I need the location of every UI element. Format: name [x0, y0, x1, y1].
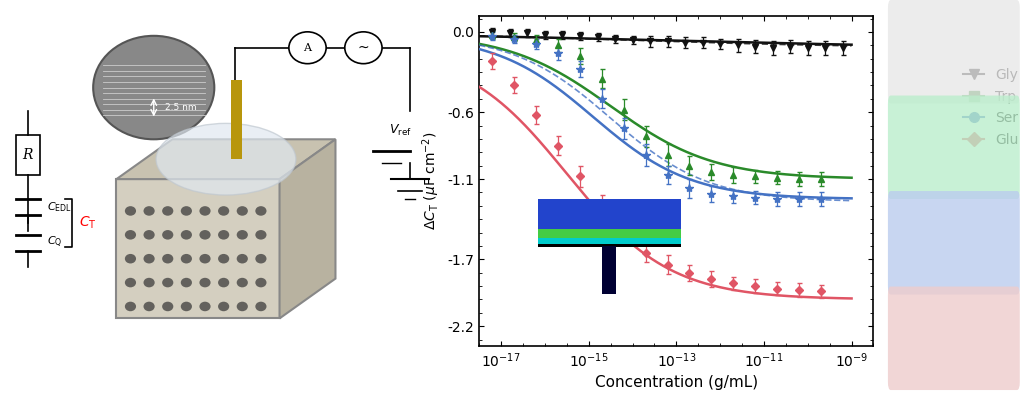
Circle shape — [181, 230, 191, 240]
Circle shape — [218, 278, 229, 287]
Circle shape — [218, 230, 229, 240]
Circle shape — [200, 302, 211, 311]
Bar — [538, 238, 681, 244]
Circle shape — [237, 278, 248, 287]
Circle shape — [181, 302, 191, 311]
Polygon shape — [280, 139, 336, 318]
Circle shape — [125, 206, 136, 216]
Circle shape — [255, 230, 266, 240]
Circle shape — [255, 254, 266, 263]
Polygon shape — [117, 179, 280, 318]
Circle shape — [255, 278, 266, 287]
Circle shape — [237, 302, 248, 311]
Circle shape — [200, 230, 211, 240]
Circle shape — [237, 254, 248, 263]
Circle shape — [143, 278, 155, 287]
Circle shape — [93, 36, 214, 139]
Circle shape — [181, 278, 191, 287]
Circle shape — [162, 302, 173, 311]
Circle shape — [162, 230, 173, 240]
Circle shape — [218, 206, 229, 216]
Circle shape — [125, 278, 136, 287]
Polygon shape — [117, 139, 336, 179]
Circle shape — [125, 230, 136, 240]
Circle shape — [143, 206, 155, 216]
X-axis label: Concentration (g/mL): Concentration (g/mL) — [595, 375, 758, 390]
Bar — [602, 246, 616, 294]
Text: 2.5 nm: 2.5 nm — [166, 103, 197, 112]
Circle shape — [237, 206, 248, 216]
Circle shape — [200, 206, 211, 216]
Circle shape — [162, 254, 173, 263]
Text: $V_{\mathrm{ref}}$: $V_{\mathrm{ref}}$ — [389, 123, 412, 139]
Bar — [538, 244, 681, 247]
Ellipse shape — [156, 123, 296, 195]
Circle shape — [181, 206, 191, 216]
Circle shape — [255, 302, 266, 311]
Circle shape — [181, 254, 191, 263]
Circle shape — [200, 254, 211, 263]
FancyBboxPatch shape — [888, 287, 1020, 390]
Circle shape — [162, 278, 173, 287]
FancyBboxPatch shape — [16, 135, 40, 175]
Circle shape — [255, 206, 266, 216]
FancyBboxPatch shape — [535, 197, 684, 232]
Legend: Gly, Trp, Ser, Glu: Gly, Trp, Ser, Glu — [957, 62, 1024, 152]
Circle shape — [289, 32, 326, 64]
Text: A: A — [303, 43, 311, 53]
Circle shape — [125, 254, 136, 263]
FancyBboxPatch shape — [888, 191, 1020, 295]
Circle shape — [143, 302, 155, 311]
Text: $C_{\mathrm{Q}}$: $C_{\mathrm{Q}}$ — [47, 235, 62, 250]
FancyBboxPatch shape — [888, 96, 1020, 199]
Circle shape — [218, 254, 229, 263]
Text: $C_{\mathrm{T}}$: $C_{\mathrm{T}}$ — [79, 215, 97, 231]
Circle shape — [218, 302, 229, 311]
Text: ~: ~ — [357, 41, 370, 55]
Circle shape — [237, 230, 248, 240]
Text: R: R — [23, 148, 33, 162]
FancyBboxPatch shape — [230, 80, 243, 159]
Circle shape — [143, 254, 155, 263]
Circle shape — [162, 206, 173, 216]
Circle shape — [143, 230, 155, 240]
FancyBboxPatch shape — [888, 0, 1020, 103]
Bar — [538, 229, 681, 238]
Y-axis label: $\Delta C_{\mathrm{T}}$ ($\mu$F cm$^{-2}$): $\Delta C_{\mathrm{T}}$ ($\mu$F cm$^{-2}… — [420, 132, 441, 230]
Text: $C_{\mathrm{EDL}}$: $C_{\mathrm{EDL}}$ — [47, 200, 72, 214]
Circle shape — [345, 32, 382, 64]
Circle shape — [200, 278, 211, 287]
Circle shape — [125, 302, 136, 311]
